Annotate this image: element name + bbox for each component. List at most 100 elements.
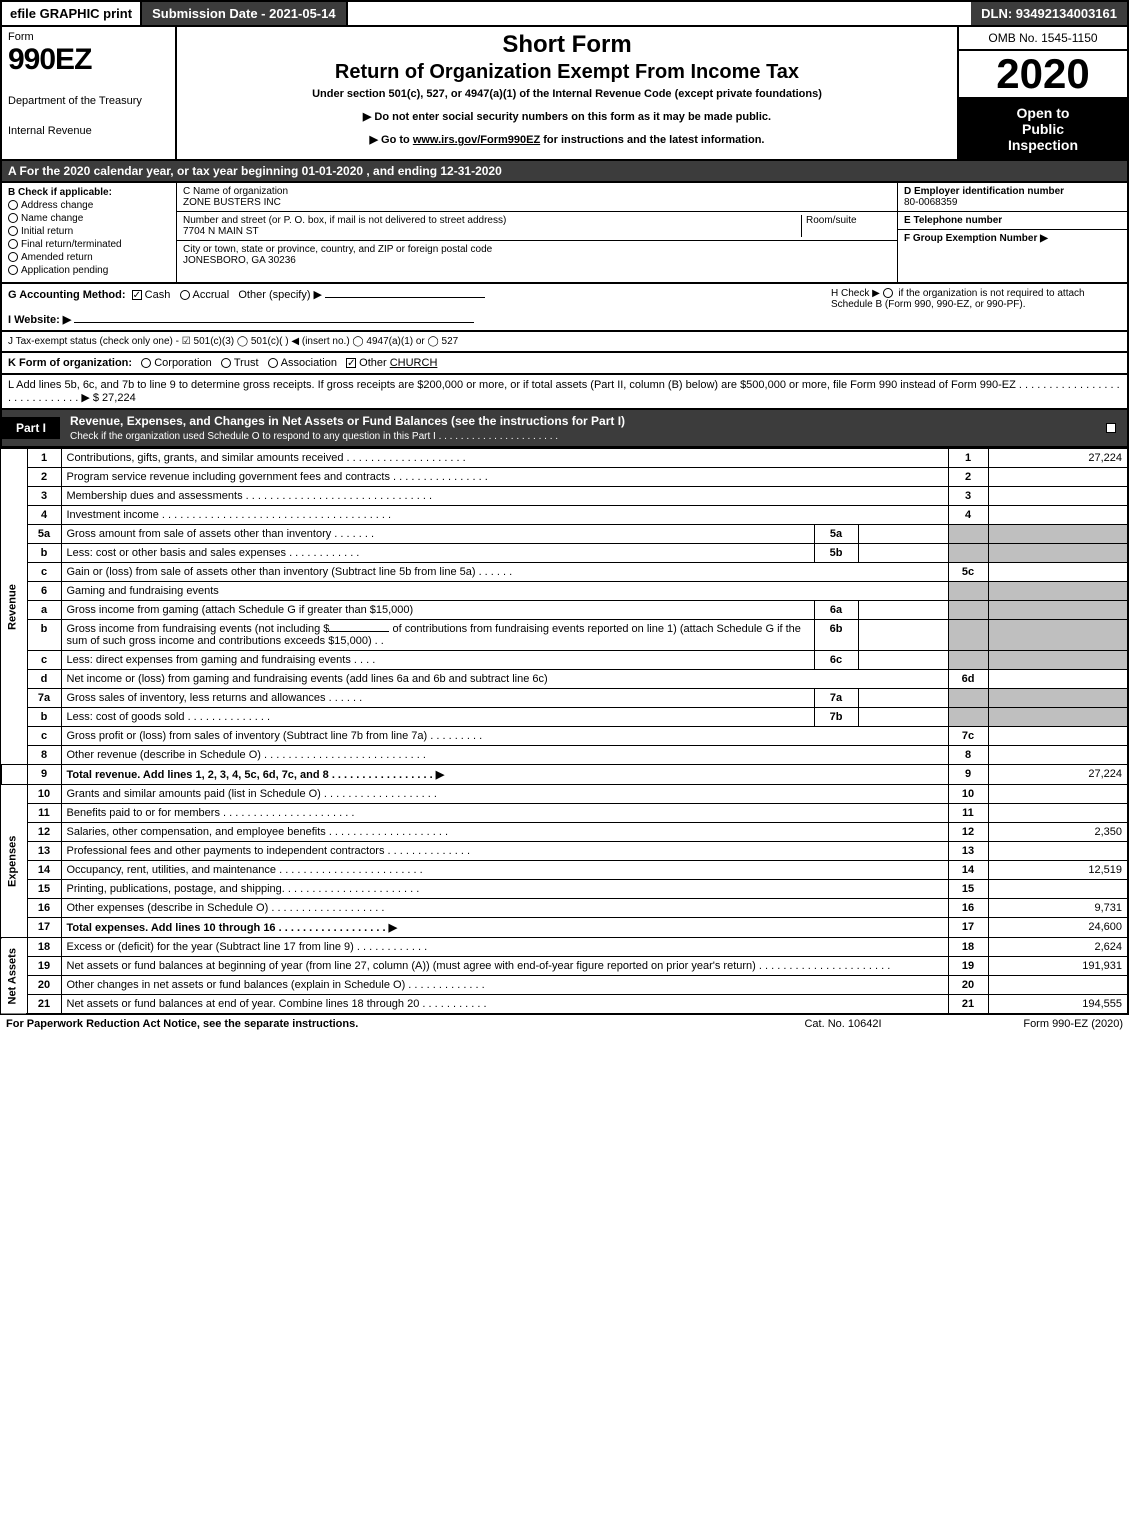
inspection-1: Open to [963,105,1123,121]
col-shaded [948,689,988,708]
line-num: 3 [27,487,61,506]
l-text: L Add lines 5b, 6c, and 7b to line 9 to … [8,379,1120,404]
other-specify-input[interactable] [325,297,485,298]
f-label: F Group Exemption Number ▶ [904,233,1121,244]
line-num: 17 [27,918,61,938]
phone-row: E Telephone number [898,212,1127,230]
other-checkbox[interactable] [346,358,356,368]
sub-col: 7a [814,689,858,708]
spacer [348,2,972,25]
section-bcdef: B Check if applicable: Address change Na… [0,183,1129,284]
contrib-amount-input[interactable] [329,631,389,632]
line-amount [988,804,1128,823]
cash-checkbox[interactable] [132,290,142,300]
dept-treasury: Department of the Treasury [8,95,169,107]
h-checkbox[interactable] [883,288,893,298]
sub-val [858,651,948,670]
other-label: Other (specify) ▶ [238,289,322,301]
sub-val [858,525,948,544]
group-exemption-row: F Group Exemption Number ▶ [898,230,1127,282]
ein-row: D Employer identification number 80-0068… [898,183,1127,212]
header-right: OMB No. 1545-1150 2020 Open to Public In… [957,27,1127,159]
line-amount: 2,624 [988,938,1128,957]
col-shaded [948,620,988,651]
line-num: 6 [27,582,61,601]
check-label: Amended return [21,252,93,263]
room-suite: Room/suite [801,215,891,237]
website-input[interactable] [74,322,474,323]
col-num: 12 [948,823,988,842]
line-desc: Gross amount from sale of assets other t… [61,525,814,544]
trust-radio[interactable] [221,358,231,368]
k-label: K Form of organization: [8,357,132,369]
amount-shaded [988,620,1128,651]
schedule-o-checkbox[interactable] [1106,423,1116,433]
submission-date: Submission Date - 2021-05-14 [142,2,348,25]
check-application-pending[interactable]: Application pending [8,265,170,276]
line-amount [988,727,1128,746]
assoc-label: Association [281,357,337,369]
line-num: 14 [27,861,61,880]
irs-link[interactable]: www.irs.gov/Form990EZ [413,134,540,146]
netassets-side-label: Net Assets [1,938,27,1015]
sub-col: 6b [814,620,858,651]
col-num: 14 [948,861,988,880]
row-j-tax-exempt: J Tax-exempt status (check only one) - ☑… [0,332,1129,353]
amount-shaded [988,601,1128,620]
sub-val [858,544,948,563]
g-label: G Accounting Method: [8,289,126,301]
corp-radio[interactable] [141,358,151,368]
line-num: d [27,670,61,689]
line-desc: Total revenue. Add lines 1, 2, 3, 4, 5c,… [61,765,948,785]
line-desc: Excess or (deficit) for the year (Subtra… [61,938,948,957]
accrual-radio[interactable] [180,290,190,300]
col-shaded [948,525,988,544]
sub-col: 5b [814,544,858,563]
col-shaded [948,708,988,727]
line-num: 16 [27,899,61,918]
line-amount: 2,350 [988,823,1128,842]
line-num: 4 [27,506,61,525]
line-num: 5a [27,525,61,544]
col-num: 19 [948,957,988,976]
line-num: 10 [27,785,61,804]
part1-subtitle: Check if the organization used Schedule … [70,431,558,442]
col-num: 6d [948,670,988,689]
line-amount: 24,600 [988,918,1128,938]
line-num: 2 [27,468,61,487]
line-desc: Net assets or fund balances at end of ye… [61,995,948,1015]
col-def: D Employer identification number 80-0068… [897,183,1127,282]
city-label: City or town, state or province, country… [183,244,492,255]
assoc-radio[interactable] [268,358,278,368]
l-value: 27,224 [102,392,136,404]
line-amount [988,487,1128,506]
line-num: a [27,601,61,620]
check-final-return[interactable]: Final return/terminated [8,239,170,250]
line-desc: Gross income from gaming (attach Schedul… [61,601,814,620]
check-name-change[interactable]: Name change [8,213,170,224]
row-l-gross-receipts: L Add lines 5b, 6c, and 7b to line 9 to … [0,375,1129,410]
line-num: c [27,727,61,746]
col-num: 10 [948,785,988,804]
line-desc: Gross income from fundraising events (no… [61,620,814,651]
check-amended-return[interactable]: Amended return [8,252,170,263]
line-amount: 27,224 [988,449,1128,468]
col-num: 11 [948,804,988,823]
accrual-label: Accrual [193,289,230,301]
check-initial-return[interactable]: Initial return [8,226,170,237]
check-address-change[interactable]: Address change [8,200,170,211]
website-line: I Website: ▶ [8,313,831,326]
line-desc: Gross profit or (loss) from sales of inv… [61,727,948,746]
sub-val [858,620,948,651]
no-ssn-warning: ▶ Do not enter social security numbers o… [183,110,951,123]
line-desc: Professional fees and other payments to … [61,842,948,861]
form-word: Form [8,31,169,43]
check-label: Name change [21,213,83,224]
line-num: 1 [27,449,61,468]
line-desc: Benefits paid to or for members . . . . … [61,804,948,823]
part1-title: Revenue, Expenses, and Changes in Net As… [70,410,1097,446]
check-label: Address change [21,200,93,211]
col-num: 3 [948,487,988,506]
col-num: 15 [948,880,988,899]
line-num: 11 [27,804,61,823]
